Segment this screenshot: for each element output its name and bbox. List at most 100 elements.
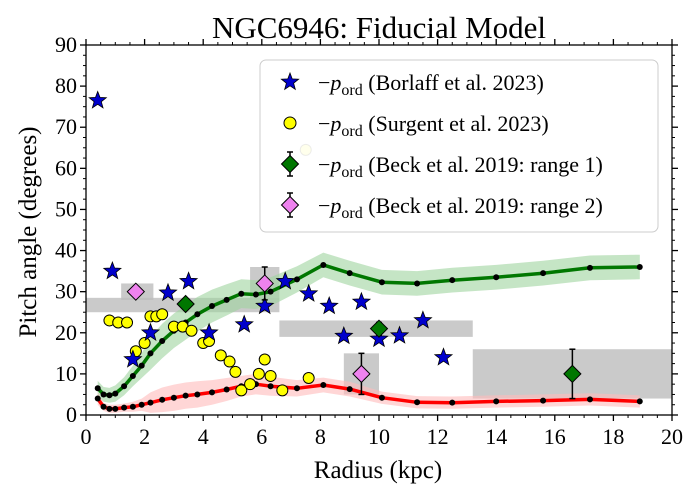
borlaff-point: [275, 271, 295, 290]
model-point: [540, 397, 547, 404]
model-point: [252, 291, 259, 298]
model-point: [94, 385, 101, 392]
legend-star-marker: [280, 71, 300, 91]
surgent-point: [229, 365, 242, 378]
y-tick-label: 40: [55, 238, 77, 263]
surgent-point: [138, 337, 151, 350]
model-point: [267, 288, 274, 295]
model-point: [540, 270, 547, 277]
borlaff-point: [255, 295, 275, 315]
model-point: [636, 264, 643, 270]
model-point: [493, 398, 500, 405]
surgent-point: [185, 324, 198, 337]
model-point: [147, 399, 154, 406]
x-tick-label: 20: [661, 424, 683, 449]
y-tick-label: 30: [55, 279, 77, 304]
x-tick-label: 14: [485, 424, 507, 449]
model-point: [100, 391, 107, 398]
model-point: [378, 394, 385, 401]
y-tick-label: 70: [55, 114, 77, 139]
model-point: [129, 372, 136, 379]
borlaff-point: [351, 291, 372, 311]
y-tick-label: 50: [55, 196, 77, 221]
legend-circle-marker: [283, 116, 297, 130]
borlaff-point: [369, 328, 389, 348]
borlaff-point: [319, 295, 339, 315]
x-tick-label: 8: [315, 424, 326, 449]
y-tick-label: 90: [55, 32, 77, 57]
model-point: [208, 303, 215, 310]
y-tick-label: 80: [55, 73, 77, 98]
x-tick-label: 6: [256, 424, 267, 449]
model-point: [121, 404, 128, 411]
y-axis-label: Pitch angle (degrees): [15, 126, 42, 337]
model-point: [378, 279, 385, 286]
model-point: [586, 264, 593, 271]
beck-range1-point: [176, 294, 195, 314]
legend-entry-label: −pord (Beck et al. 2019: range 2): [318, 193, 603, 222]
model-point: [346, 270, 353, 277]
borlaff-point: [413, 310, 433, 329]
model-point: [138, 362, 145, 369]
borlaff-point: [334, 325, 354, 345]
model-point: [223, 386, 230, 393]
model-point: [223, 296, 230, 303]
model-point: [159, 396, 166, 403]
model-point: [112, 390, 119, 397]
borlaff-point: [88, 90, 108, 109]
x-tick-label: 2: [139, 424, 150, 449]
surgent-point: [156, 308, 169, 321]
model-point: [138, 401, 145, 408]
model-point: [182, 392, 189, 399]
x-tick-label: 18: [602, 424, 624, 449]
surgent-point: [121, 316, 134, 329]
x-axis-label: Radius (kpc): [314, 457, 442, 484]
borlaff-point: [140, 322, 161, 342]
model-point: [208, 389, 215, 396]
model-point: [129, 403, 136, 410]
model-point: [194, 391, 201, 398]
model-point: [147, 350, 154, 357]
model-point: [106, 392, 113, 399]
model-point: [106, 405, 113, 412]
model-point: [194, 311, 201, 318]
legend-entry-label: −pord (Surgent et al. 2023): [318, 111, 549, 140]
beck-range1-point: [369, 319, 389, 338]
borlaff-point: [123, 349, 143, 368]
surgent-point: [235, 384, 248, 397]
x-tick-label: 10: [368, 424, 390, 449]
borlaff-point: [102, 260, 122, 280]
model-point: [636, 398, 643, 405]
surgent-point: [264, 369, 277, 382]
axes: 0 2 4 6 8 10 12 14 16 18 20 0 10 20 30 40 50 60 70 80 90: [55, 32, 683, 449]
model-point: [159, 338, 166, 344]
legend-entry-label: −pord (Borlaff et al. 2023): [318, 70, 544, 99]
model-point: [170, 394, 177, 401]
model-point: [586, 396, 593, 403]
borlaff-point: [234, 314, 254, 333]
model-point: [293, 276, 300, 283]
surgent-point: [258, 353, 271, 366]
legend-diamond-marker: [280, 195, 300, 215]
borlaff-point: [389, 325, 410, 344]
borlaff-point: [433, 347, 454, 366]
model-point: [414, 399, 421, 406]
beck-range2-point: [352, 364, 371, 384]
beck-range2-point: [255, 274, 274, 293]
model-band: [97, 252, 640, 403]
surgent-point: [276, 384, 289, 397]
x-tick-label: 16: [544, 424, 566, 449]
model-point: [112, 405, 119, 412]
borlaff-point: [199, 322, 219, 342]
x-tick-label: 4: [198, 424, 209, 449]
model-point: [449, 399, 456, 406]
surgent-point: [244, 378, 257, 391]
surgent-point: [302, 372, 315, 384]
model-point: [293, 385, 300, 392]
legend: −pord (Borlaff et al. 2023) −pord (Surgen…: [259, 59, 659, 233]
model-point: [94, 395, 101, 402]
x-tick-label: 0: [81, 424, 92, 449]
legend-entry-label: −pord (Beck et al. 2019: range 1): [318, 152, 603, 181]
beck-range1-point: [563, 364, 582, 384]
